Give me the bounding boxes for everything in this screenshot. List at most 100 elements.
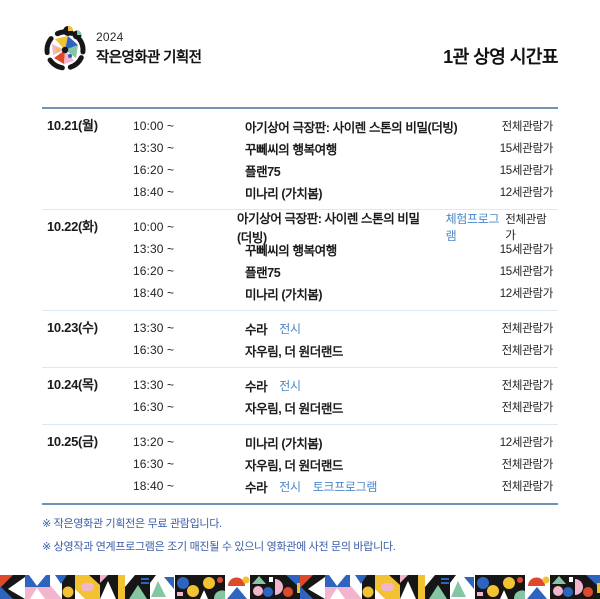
row-tags: 전시 토크프로그램	[279, 478, 377, 495]
row-title: 꾸뻬씨의 행복여행	[245, 243, 337, 258]
program-tag: 전시	[279, 321, 301, 336]
schedule-section: 10.24(목) 13:30 ~ 수라 전시 전체관람가 16:30 ~ 자우림…	[42, 367, 558, 424]
row-time: 16:30 ~	[133, 400, 175, 414]
row-rating: 전체관람가	[501, 323, 554, 335]
program-tag: 전시	[279, 479, 301, 494]
row-time: 13:30 ~	[133, 378, 175, 392]
screening-row: 13:30 ~ 수라 전시 전체관람가	[133, 317, 558, 339]
section-date: 10.21(월)	[47, 118, 98, 133]
row-title: 미나리 (가치봄)	[245, 287, 323, 302]
section-date: 10.22(화)	[47, 219, 98, 234]
row-title-group: 꾸뻬씨의 행복여행	[245, 240, 349, 259]
schedule-section: 10.22(화) 10:00 ~ 아기상어 극장판: 사이렌 스톤의 비밀(더빙…	[42, 209, 558, 310]
row-rating: 전체관람가	[501, 380, 554, 392]
row-title-group: 꾸뻬씨의 행복여행	[245, 139, 349, 158]
row-title-group: 플랜75	[245, 161, 292, 180]
row-rating: 전체관람가	[501, 121, 554, 133]
screening-row: 13:30 ~ 수라 전시 전체관람가	[133, 374, 558, 396]
screening-row: 10:00 ~ 아기상어 극장판: 사이렌 스톤의 비밀(더빙) 전체관람가	[133, 115, 558, 137]
logo: 2024 작은영화관 기획전	[42, 25, 202, 71]
screening-row: 18:40 ~ 수라 전시 토크프로그램 전체관람가	[133, 475, 558, 497]
row-time: 18:40 ~	[133, 185, 175, 199]
section-date: 10.25(금)	[47, 434, 98, 449]
screening-row: 13:20 ~ 미나리 (가치봄) 12세관람가	[133, 431, 558, 453]
row-title-group: 자우림, 더 원더랜드	[245, 455, 355, 474]
row-rating: 12세관람가	[499, 288, 554, 300]
row-title: 꾸뻬씨의 행복여행	[245, 142, 337, 157]
screening-row: 16:30 ~ 자우림, 더 원더랜드 전체관람가	[133, 339, 558, 361]
schedule-section: 10.23(수) 13:30 ~ 수라 전시 전체관람가 16:30 ~ 자우림…	[42, 310, 558, 367]
row-title: 수라	[245, 480, 268, 495]
row-title: 수라	[245, 379, 268, 394]
screening-row: 18:40 ~ 미나리 (가치봄) 12세관람가	[133, 282, 558, 304]
row-rating: 전체관람가	[501, 459, 554, 471]
row-time: 18:40 ~	[133, 479, 175, 493]
row-time: 13:20 ~	[133, 435, 175, 449]
decorative-pattern-strip	[0, 575, 600, 599]
row-title-group: 아기상어 극장판: 사이렌 스톤의 비밀(더빙)	[245, 117, 469, 136]
footnote-sold-out-warning: ※ 상영작과 연계프로그램은 조기 매진될 수 있으니 영화관에 사전 문의 바…	[42, 541, 396, 553]
row-title: 자우림, 더 원더랜드	[245, 401, 344, 416]
row-title: 미나리 (가치봄)	[245, 186, 323, 201]
logo-year: 2024	[96, 29, 124, 44]
section-rows: 13:30 ~ 수라 전시 전체관람가 16:30 ~ 자우림, 더 원더랜드 …	[133, 374, 558, 418]
footnotes: ※ 작은영화관 기획전은 무료 관람입니다. ※ 상영작과 연계프로그램은 조기…	[42, 515, 558, 554]
row-time: 16:30 ~	[133, 343, 175, 357]
row-title: 자우림, 더 원더랜드	[245, 458, 344, 473]
row-time: 10:00 ~	[133, 220, 175, 234]
row-title: 자우림, 더 원더랜드	[245, 344, 344, 359]
row-rating: 전체관람가	[501, 402, 554, 414]
row-title-group: 자우림, 더 원더랜드	[245, 341, 355, 360]
row-title: 플랜75	[245, 164, 281, 179]
row-time: 13:30 ~	[133, 242, 175, 256]
screening-row: 16:20 ~ 플랜75 15세관람가	[133, 159, 558, 181]
screening-row: 18:40 ~ 미나리 (가치봄) 12세관람가	[133, 181, 558, 203]
row-time: 16:20 ~	[133, 163, 175, 177]
header: 2024 작은영화관 기획전 1관 상영 시간표	[0, 0, 600, 71]
screening-row: 13:30 ~ 꾸뻬씨의 행복여행 15세관람가	[133, 137, 558, 159]
section-date: 10.23(수)	[47, 320, 98, 335]
row-title-group: 자우림, 더 원더랜드	[245, 398, 355, 417]
row-rating: 15세관람가	[499, 165, 554, 177]
row-time: 16:20 ~	[133, 264, 175, 278]
row-rating: 15세관람가	[499, 143, 554, 155]
row-tags: 체험프로그램	[446, 210, 506, 244]
section-rows: 10:00 ~ 아기상어 극장판: 사이렌 스톤의 비밀(더빙) 체험프로그램 …	[133, 212, 558, 304]
screening-row: 16:30 ~ 자우림, 더 원더랜드 전체관람가	[133, 453, 558, 475]
row-title: 아기상어 극장판: 사이렌 스톤의 비밀(더빙)	[245, 120, 458, 135]
section-date: 10.24(목)	[47, 377, 98, 392]
screening-row: 16:30 ~ 자우림, 더 원더랜드 전체관람가	[133, 396, 558, 418]
row-rating: 15세관람가	[499, 244, 554, 256]
row-title: 아기상어 극장판: 사이렌 스톤의 비밀(더빙)	[237, 212, 420, 245]
row-time: 13:30 ~	[133, 321, 175, 335]
row-time: 18:40 ~	[133, 286, 175, 300]
festival-logo-icon	[44, 26, 86, 71]
row-time: 13:30 ~	[133, 141, 175, 155]
program-tag: 토크프로그램	[312, 479, 378, 494]
section-rows: 10:00 ~ 아기상어 극장판: 사이렌 스톤의 비밀(더빙) 전체관람가 1…	[133, 115, 558, 203]
row-title-group: 미나리 (가치봄)	[245, 284, 334, 303]
screening-row: 10:00 ~ 아기상어 극장판: 사이렌 스톤의 비밀(더빙) 체험프로그램 …	[133, 212, 558, 245]
row-title-group: 수라 전시	[245, 376, 301, 395]
row-title-group: 수라 전시	[245, 319, 301, 338]
schedule-table: 10.21(월) 10:00 ~ 아기상어 극장판: 사이렌 스톤의 비밀(더빙…	[42, 107, 558, 505]
row-rating: 12세관람가	[499, 437, 554, 449]
row-rating: 12세관람가	[499, 187, 554, 199]
row-time: 16:30 ~	[133, 457, 175, 471]
row-time: 10:00 ~	[133, 119, 175, 133]
logo-name: 작은영화관 기획전	[96, 49, 202, 66]
row-title-group: 플랜75	[245, 262, 292, 281]
row-title-group: 아기상어 극장판: 사이렌 스톤의 비밀(더빙) 체험프로그램	[237, 208, 505, 246]
program-tag: 전시	[279, 378, 301, 393]
row-title-group: 수라 전시 토크프로그램	[245, 477, 377, 496]
logo-text: 2024 작은영화관 기획전	[96, 29, 202, 67]
page-title: 1관 상영 시간표	[443, 47, 558, 67]
screening-row: 16:20 ~ 플랜75 15세관람가	[133, 260, 558, 282]
row-rating: 전체관람가	[501, 481, 554, 493]
row-title: 수라	[245, 322, 268, 337]
schedule-section: 10.25(금) 13:20 ~ 미나리 (가치봄) 12세관람가 16:30 …	[42, 424, 558, 503]
row-rating: 전체관람가	[505, 214, 547, 242]
row-tags: 전시	[279, 320, 301, 337]
row-title: 플랜75	[245, 265, 281, 280]
